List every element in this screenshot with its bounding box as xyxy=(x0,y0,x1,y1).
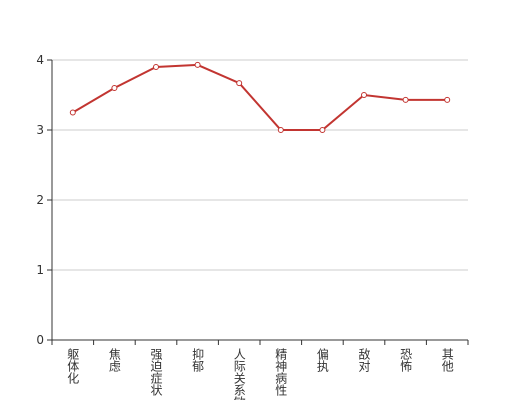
data-point xyxy=(69,109,76,116)
x-tick-label: 精神病性 xyxy=(274,348,288,397)
x-tick-label: 焦虑 xyxy=(107,348,121,372)
data-point xyxy=(153,64,159,70)
data-point xyxy=(111,85,118,91)
y-tick-label: 4 xyxy=(36,53,44,67)
y-tick-label: 3 xyxy=(36,123,44,137)
x-tick-label: 敌对 xyxy=(357,347,371,372)
data-point xyxy=(444,96,451,103)
data-point xyxy=(361,92,367,98)
x-tick-label: 偏执 xyxy=(315,347,329,373)
data-point xyxy=(236,80,243,87)
x-tick-label: 人际关系敏感 xyxy=(232,348,246,400)
x-tick-label: 抑郁 xyxy=(191,347,205,373)
y-tick-label: 0 xyxy=(36,333,44,347)
data-point xyxy=(194,61,201,68)
x-tick-label: 恐怖 xyxy=(399,348,413,372)
data-point xyxy=(319,127,326,133)
series-line xyxy=(72,63,448,131)
x-tick-label: 其他 xyxy=(440,348,454,372)
data-point xyxy=(277,127,284,133)
x-tick-label: 强迫症状 xyxy=(149,348,163,396)
y-tick-label: 1 xyxy=(36,263,44,277)
y-tick-label: 2 xyxy=(36,193,44,207)
data-point xyxy=(402,96,409,103)
x-tick-label: 躯体化 xyxy=(66,347,80,385)
